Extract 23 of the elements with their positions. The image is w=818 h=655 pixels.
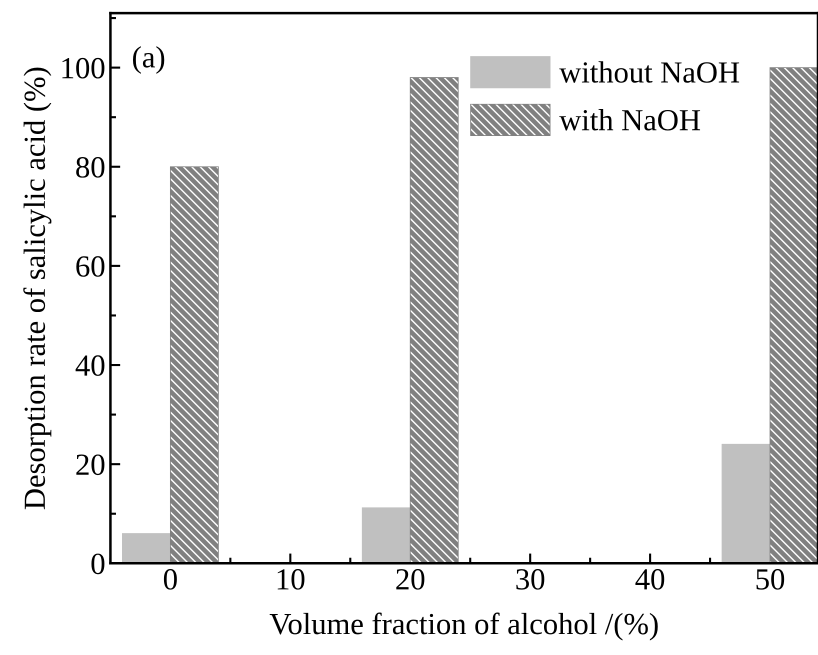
bar xyxy=(722,444,770,564)
x-tick-label: 50 xyxy=(756,569,784,590)
bar xyxy=(170,166,219,564)
x-tick-label: 10 xyxy=(278,569,304,590)
bar xyxy=(410,77,459,564)
x-tick-label: 20 xyxy=(396,569,424,590)
x-tick-label: 30 xyxy=(516,569,544,590)
y-tick-label: 20 xyxy=(76,454,104,476)
x-axis-title: Volume fraction of alcohol /(%) xyxy=(270,612,658,641)
annotation: (a) xyxy=(133,46,164,74)
bar xyxy=(122,533,171,564)
bar xyxy=(362,507,411,564)
x-tick-label: 40 xyxy=(635,569,664,590)
bar xyxy=(770,67,818,564)
y-tick-label: 0 xyxy=(91,554,104,574)
y-tick-label: 80 xyxy=(76,157,104,178)
legend-label: without NaOH xyxy=(559,61,740,83)
y-tick-label: 100 xyxy=(62,58,104,79)
legend-label: with NaOH xyxy=(559,109,700,131)
y-axis-title: Desorption rate of salicylic acid (%) xyxy=(23,68,52,510)
y-tick-label: 40 xyxy=(76,355,104,376)
y-tick-label: 60 xyxy=(76,256,104,277)
x-tick-label: 0 xyxy=(164,569,177,590)
